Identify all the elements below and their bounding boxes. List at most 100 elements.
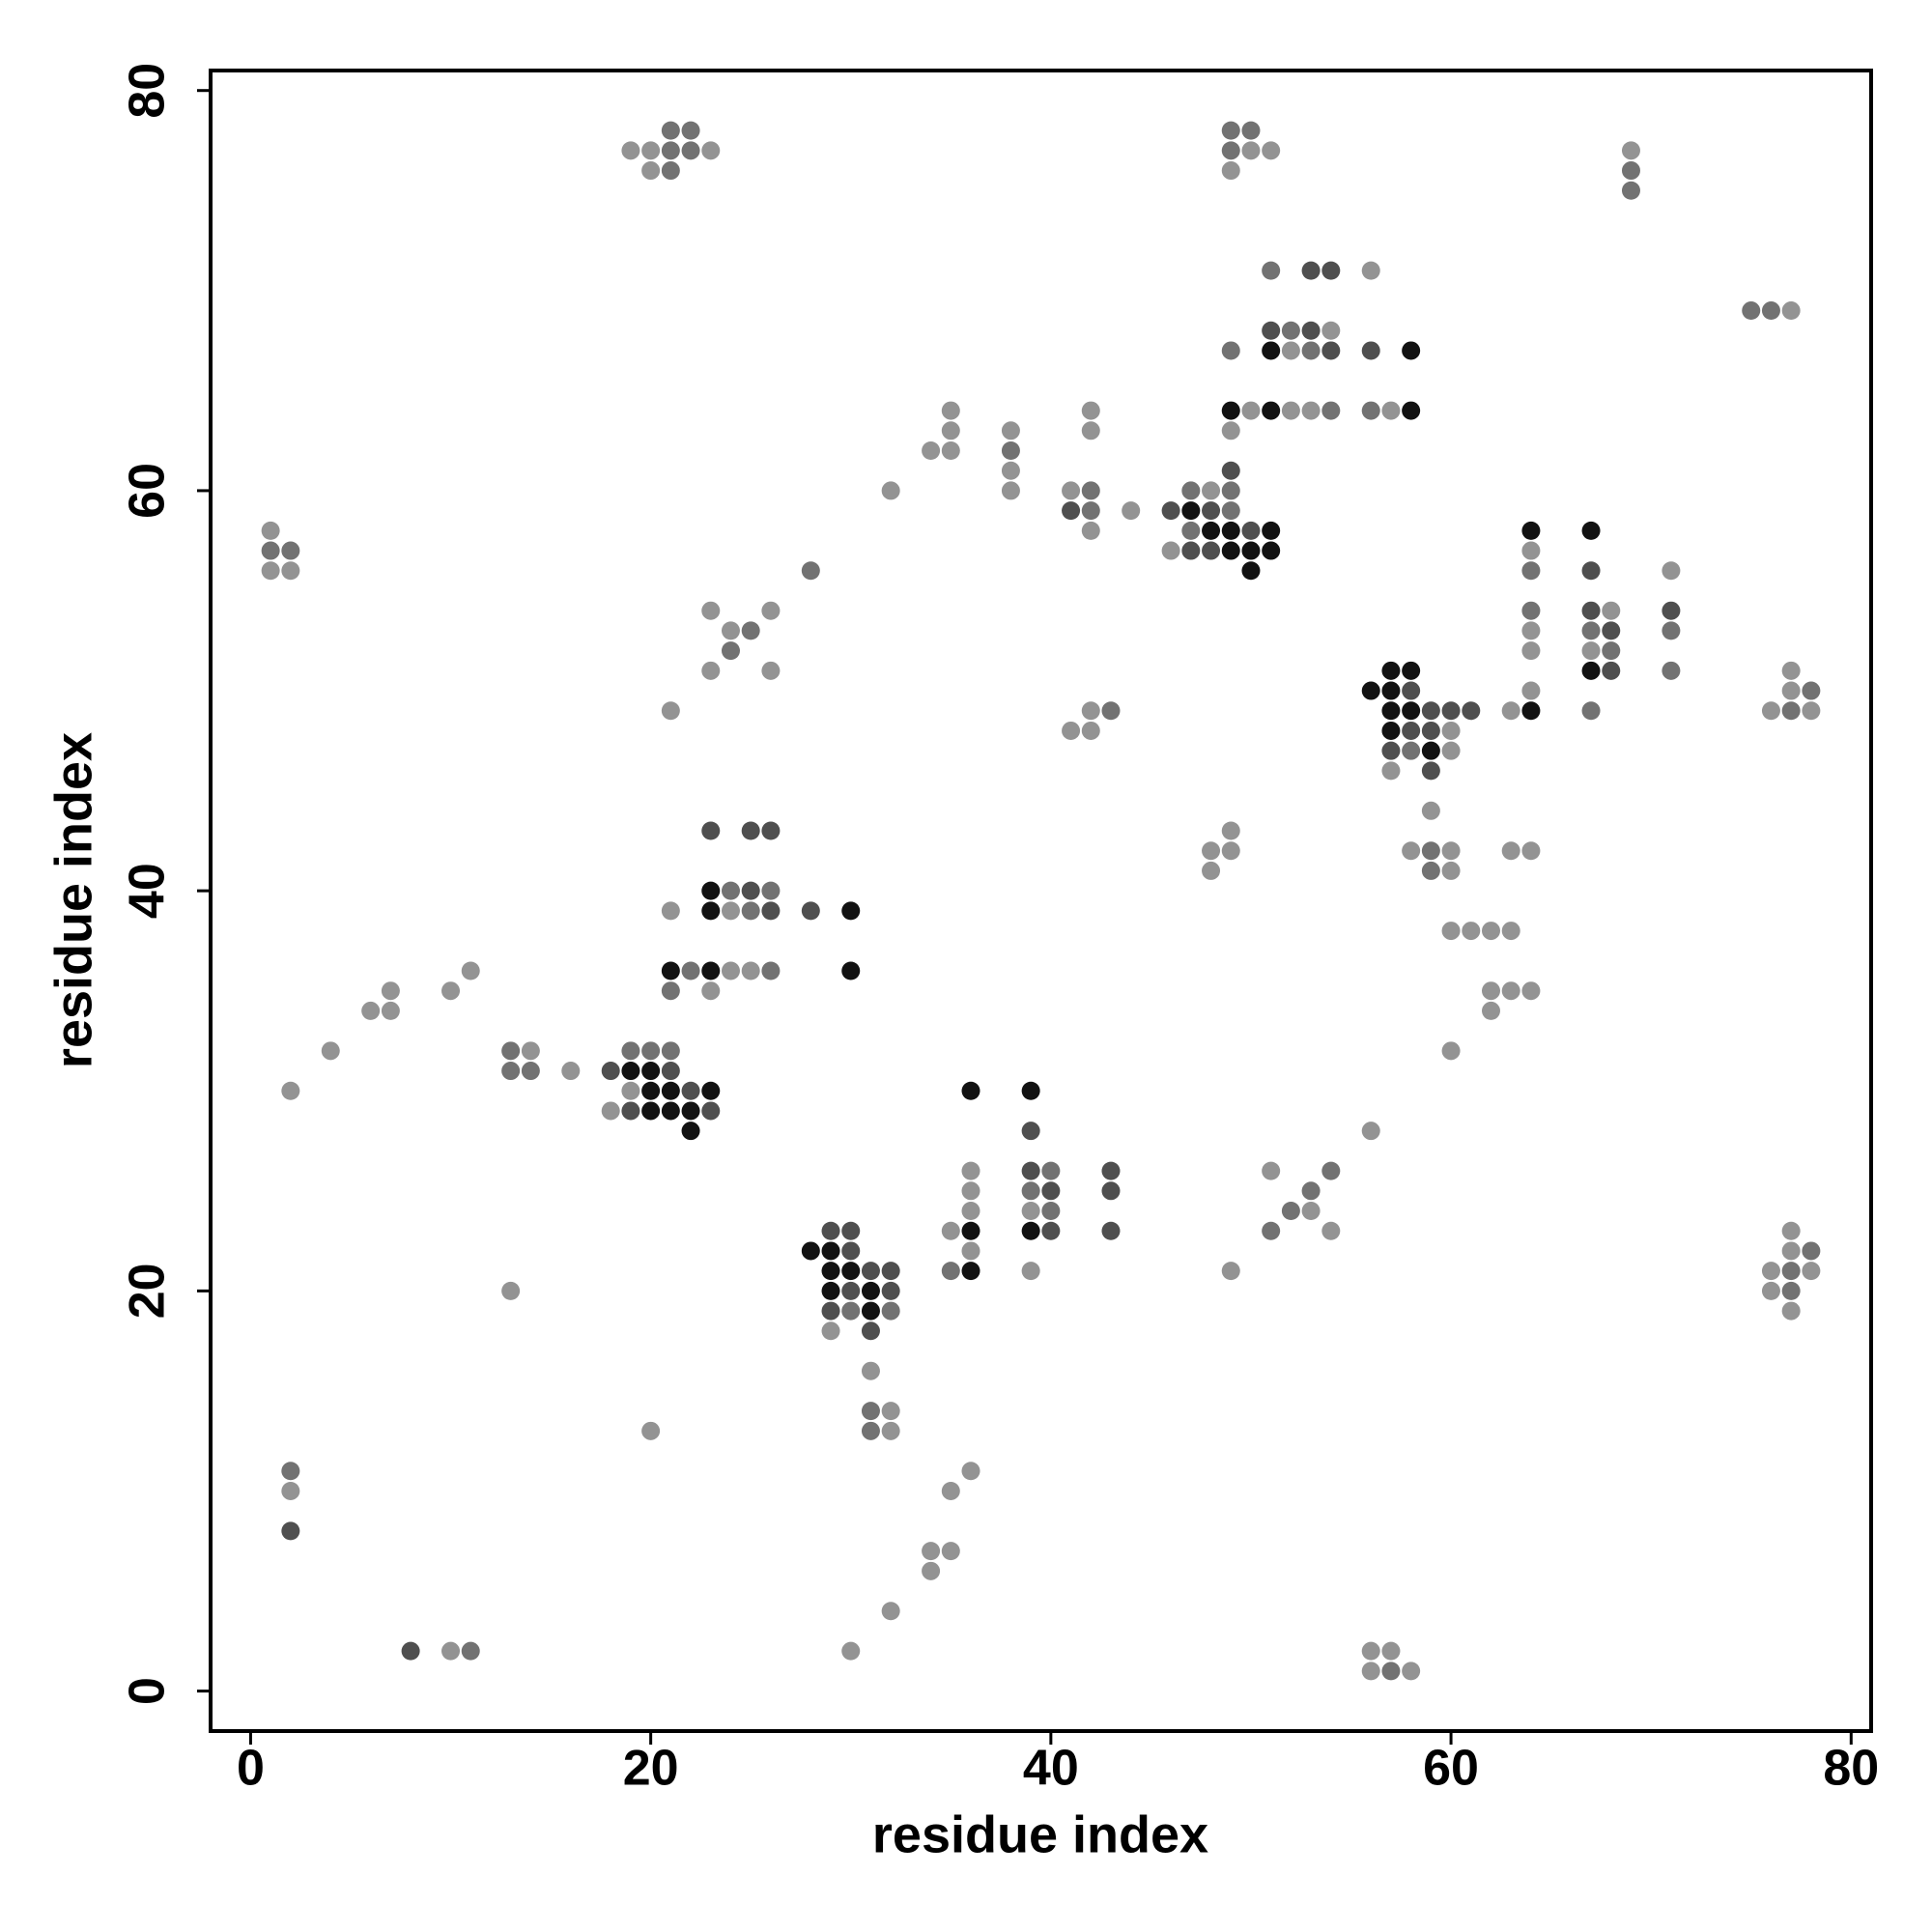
point [1101, 1181, 1121, 1201]
point [1441, 861, 1461, 880]
y-tick-label: 80 [120, 63, 176, 119]
point [1101, 1161, 1121, 1180]
point [1241, 541, 1261, 560]
point [1421, 841, 1440, 861]
point [761, 661, 781, 680]
point [1742, 301, 1761, 321]
point [1301, 1202, 1321, 1221]
point [1281, 401, 1300, 420]
point [1802, 681, 1821, 700]
point [1421, 701, 1440, 721]
point [1241, 561, 1261, 581]
point [1021, 1221, 1040, 1240]
point [1602, 661, 1621, 680]
point [281, 541, 300, 560]
point [801, 1241, 820, 1261]
point [1441, 1041, 1461, 1061]
point [661, 161, 680, 181]
point [1501, 841, 1520, 861]
point [1481, 981, 1500, 1001]
point [821, 1281, 840, 1300]
point [1781, 1241, 1801, 1261]
point [1441, 922, 1461, 941]
point [1081, 501, 1100, 521]
y-tick-label: 0 [120, 1677, 176, 1705]
point [861, 1421, 880, 1440]
point [761, 601, 781, 620]
point [1161, 541, 1180, 560]
point [1421, 861, 1440, 880]
point [961, 1081, 980, 1100]
point [961, 1241, 980, 1261]
point [1202, 861, 1221, 880]
point [1781, 681, 1801, 700]
point [761, 961, 781, 980]
point [521, 1041, 540, 1061]
point [1521, 601, 1541, 620]
point [1081, 721, 1100, 740]
point [961, 1161, 980, 1180]
point [461, 1641, 480, 1661]
point [1202, 481, 1221, 500]
point [1361, 261, 1380, 280]
point [1361, 341, 1380, 360]
point [881, 1602, 900, 1621]
point [841, 1262, 861, 1281]
point [441, 981, 461, 1001]
point [1402, 1662, 1421, 1681]
point [1802, 701, 1821, 721]
point [1101, 1221, 1121, 1240]
point [1181, 481, 1201, 500]
point [961, 1462, 980, 1481]
point [561, 1062, 581, 1081]
point [961, 1262, 980, 1281]
point [801, 901, 820, 921]
point [621, 1041, 640, 1061]
point [661, 1062, 680, 1081]
point [1581, 561, 1601, 581]
point [922, 1542, 941, 1561]
point [701, 601, 721, 620]
point [1381, 741, 1401, 760]
point [1221, 521, 1240, 540]
point [821, 1241, 840, 1261]
point [1221, 501, 1240, 521]
point [1062, 721, 1081, 740]
point [1441, 721, 1461, 740]
point [861, 1281, 880, 1300]
point [1421, 721, 1440, 740]
point [1521, 841, 1541, 861]
point [1241, 521, 1261, 540]
point [1662, 561, 1681, 581]
point [1202, 521, 1221, 540]
point [1361, 1122, 1380, 1141]
point [1241, 121, 1261, 140]
point [1301, 341, 1321, 360]
point [281, 1462, 300, 1481]
point [381, 981, 400, 1001]
point [1802, 1241, 1821, 1261]
point [1221, 481, 1240, 500]
point [1441, 841, 1461, 861]
point [1581, 641, 1601, 661]
point [1781, 701, 1801, 721]
point [1062, 501, 1081, 521]
point [721, 621, 740, 640]
point [1321, 321, 1341, 340]
point [1262, 401, 1281, 420]
point [941, 441, 960, 461]
point [1381, 681, 1401, 700]
point [1581, 601, 1601, 620]
point [681, 121, 700, 140]
point [1081, 481, 1100, 500]
point [1662, 621, 1681, 640]
point [1181, 501, 1201, 521]
point [1781, 1301, 1801, 1321]
point [1381, 401, 1401, 420]
point [1521, 701, 1541, 721]
point [1301, 261, 1321, 280]
point [641, 1101, 661, 1121]
point [621, 1101, 640, 1121]
point [1402, 681, 1421, 700]
